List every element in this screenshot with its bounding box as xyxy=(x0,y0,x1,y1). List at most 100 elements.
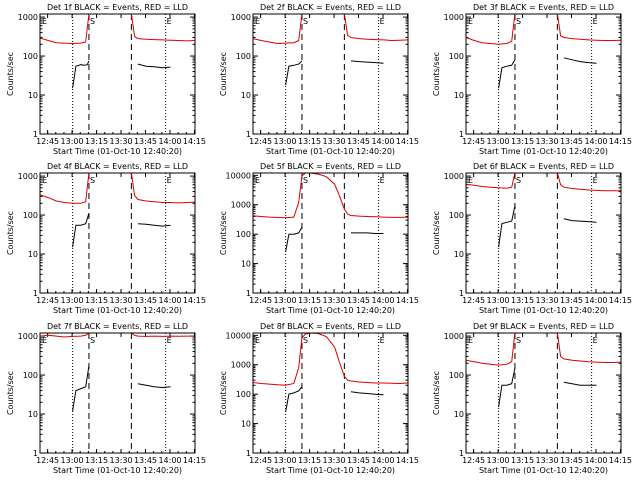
x-tick-label: 13:45 xyxy=(134,456,157,465)
x-tick-label: 13:15 xyxy=(85,456,108,465)
events-series-line xyxy=(137,383,171,389)
events-series-line xyxy=(72,60,90,89)
panel-title: Det 5f BLACK = Events, RED = LLD xyxy=(260,162,401,171)
flare-marker-label: E xyxy=(255,336,260,345)
x-tick-label: 12:45 xyxy=(36,456,59,465)
detector-panel-9: Det 9f BLACK = Events, RED = LLD Counts/s… xyxy=(432,322,632,475)
lld-series-line xyxy=(253,333,408,386)
y-tick-label: 10 xyxy=(241,420,251,429)
flare-marker-label: E xyxy=(468,176,473,185)
events-series-line xyxy=(563,381,597,386)
y-tick-label: 1 xyxy=(246,289,251,298)
x-tick-label: 13:30 xyxy=(110,456,133,465)
flare-marker-label: E xyxy=(42,176,47,185)
flare-marker-label: S xyxy=(516,17,521,26)
flare-marker-label: S xyxy=(90,17,95,26)
x-axis-label: Start Time (01-Oct-10 12:40:20) xyxy=(266,147,395,156)
y-axis-label: Counts/sec xyxy=(6,211,15,255)
events-series-line xyxy=(72,366,90,411)
detector-panel-6: Det 6f BLACK = Events, RED = LLD Counts/s… xyxy=(432,162,632,315)
flare-marker-label: E xyxy=(468,336,473,345)
x-tick-label: 13:00 xyxy=(487,296,510,305)
flare-marker-label: E xyxy=(468,17,473,26)
x-axis-label: Start Time (01-Oct-10 12:40:20) xyxy=(53,147,182,156)
events-series-line xyxy=(498,368,516,408)
detector-panel-4: Det 4f BLACK = Events, RED = LLD Counts/s… xyxy=(6,162,206,315)
x-tick-label: 12:45 xyxy=(462,137,485,146)
x-axis-label: Start Time (01-Oct-10 12:40:20) xyxy=(266,466,395,475)
y-tick-label: 10 xyxy=(241,91,251,100)
y-tick-label: 1000 xyxy=(444,172,464,181)
events-series-line xyxy=(285,60,303,86)
plot-frame xyxy=(252,172,409,294)
x-axis-label: Start Time (01-Oct-10 12:40:20) xyxy=(479,147,608,156)
panel-title: Det 1f BLACK = Events, RED = LLD xyxy=(47,3,188,12)
y-tick-label: 100 xyxy=(23,211,38,220)
plot-frame xyxy=(39,332,196,454)
x-tick-label: 13:00 xyxy=(487,456,510,465)
x-tick-label: 14:00 xyxy=(584,137,607,146)
y-axis-label: Counts/sec xyxy=(6,371,15,415)
flare-marker-label: E xyxy=(593,336,598,345)
x-tick-label: 14:00 xyxy=(584,456,607,465)
x-tick-label: 13:30 xyxy=(323,137,346,146)
flare-marker-label: E xyxy=(167,176,172,185)
x-tick-label: 13:45 xyxy=(347,296,370,305)
y-tick-label: 1 xyxy=(246,130,251,139)
y-tick-label: 10 xyxy=(454,410,464,419)
y-tick-label: 1 xyxy=(33,289,38,298)
y-tick-label: 100 xyxy=(236,52,251,61)
flare-marker-label: E xyxy=(593,176,598,185)
x-tick-label: 14:15 xyxy=(609,137,632,146)
detector-panel-1: Det 1f BLACK = Events, RED = LLD Counts/s… xyxy=(6,3,206,156)
x-tick-label: 13:00 xyxy=(274,456,297,465)
panel-title: Det 9f BLACK = Events, RED = LLD xyxy=(473,322,614,331)
y-axis-label: Counts/sec xyxy=(432,52,441,96)
y-axis-label: Counts/sec xyxy=(432,211,441,255)
y-tick-label: 10 xyxy=(28,250,38,259)
lld-series-line xyxy=(466,333,516,366)
lld-series-line xyxy=(253,173,408,219)
events-series-line xyxy=(350,60,384,64)
plot-frame xyxy=(252,13,409,135)
flare-marker-label: S xyxy=(90,176,95,185)
flare-marker-label: E xyxy=(167,336,172,345)
y-tick-label: 10000 xyxy=(226,331,251,340)
y-tick-label: 10 xyxy=(28,410,38,419)
x-tick-label: 13:30 xyxy=(536,296,559,305)
detector-panel-3: Det 3f BLACK = Events, RED = LLD Counts/s… xyxy=(432,3,632,156)
x-tick-label: 13:00 xyxy=(487,137,510,146)
x-tick-label: 13:30 xyxy=(110,296,133,305)
x-tick-label: 13:00 xyxy=(274,137,297,146)
y-axis-label: Counts/sec xyxy=(219,211,228,255)
detector-panel-7: Det 7f BLACK = Events, RED = LLD Counts/s… xyxy=(6,322,206,475)
x-tick-label: 13:00 xyxy=(61,137,84,146)
y-tick-label: 100 xyxy=(449,371,464,380)
x-tick-label: 14:15 xyxy=(183,456,206,465)
events-series-line xyxy=(137,63,171,69)
flare-marker-label: E xyxy=(380,17,385,26)
events-series-line xyxy=(137,223,171,227)
y-tick-label: 1 xyxy=(33,449,38,458)
y-tick-label: 1000 xyxy=(444,13,464,22)
panel-title: Det 6f BLACK = Events, RED = LLD xyxy=(473,162,614,171)
x-tick-label: 14:00 xyxy=(371,137,394,146)
x-axis-label: Start Time (01-Oct-10 12:40:20) xyxy=(479,306,608,315)
lld-series-line xyxy=(343,14,408,42)
events-series-line xyxy=(285,227,303,252)
x-tick-label: 14:00 xyxy=(158,296,181,305)
panel-title: Det 7f BLACK = Events, RED = LLD xyxy=(47,322,188,331)
x-tick-label: 13:15 xyxy=(85,296,108,305)
x-tick-label: 13:15 xyxy=(298,137,321,146)
y-tick-label: 1 xyxy=(459,449,464,458)
y-tick-label: 1000 xyxy=(18,172,38,181)
x-tick-label: 12:45 xyxy=(36,137,59,146)
y-axis-label: Counts/sec xyxy=(432,371,441,415)
lld-series-line xyxy=(40,14,90,45)
x-tick-label: 12:45 xyxy=(36,296,59,305)
plot-frame xyxy=(465,13,622,135)
events-series-line xyxy=(563,218,597,223)
x-tick-label: 14:00 xyxy=(584,296,607,305)
x-tick-label: 13:15 xyxy=(298,296,321,305)
y-tick-label: 10000 xyxy=(226,171,251,180)
